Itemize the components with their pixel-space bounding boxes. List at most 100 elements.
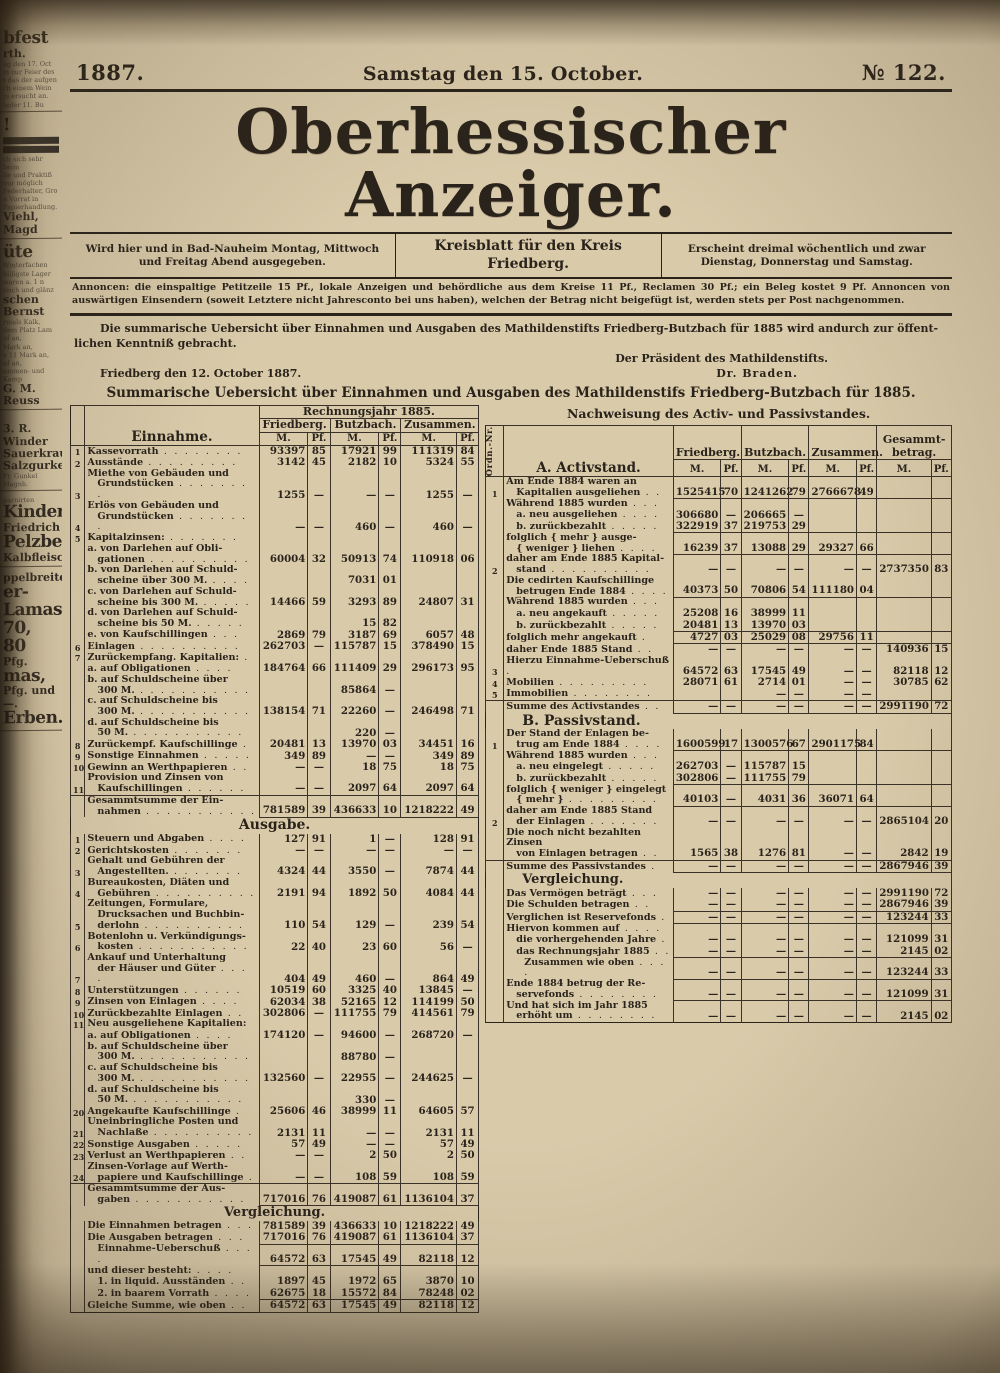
row-label-line: Steuern und Abgaben . . . . [87,833,247,845]
row-number [485,532,505,555]
row-number: 23 [69,1150,86,1162]
cell-pfennig: 39 [930,899,953,912]
cell-pfennig: 79 [378,1007,402,1020]
row-label-line: Verlust an Werthpapieren . . [87,1150,247,1162]
row-number: 11 [69,773,86,796]
cell-mark: — [672,644,722,656]
row-number [485,1000,505,1023]
cell-pfennig: 33 [930,911,953,925]
unit-pfennig: Pf. [788,458,810,478]
cell-mark: 36071 [808,784,857,807]
row-number [485,859,505,873]
cell-mark: 781589 [258,794,309,818]
cell-pfennig: 60 [307,984,331,997]
cell-mark: — [740,859,790,874]
row-number: 7 [69,953,86,986]
row-label-line: folglich { mehr } ausge- [506,531,637,543]
table-row: Die noch nicht bezahlten Zinsen von Einla… [485,827,953,861]
left-compare-title: Vergleichung. [224,1205,326,1221]
row-label-line: a. neu angekauft . . . . . [516,607,660,619]
table-header-row-units: M. Pf. M. Pf. M. Pf. [71,431,480,446]
row-label: Der Stand der Enlagen be-trug am Ende 18… [503,728,674,751]
cell-pfennig: 74 [378,543,402,566]
table-row: die vorhergehenden Jahre . — — — — — —121099 3… [485,933,953,946]
cell-pfennig [455,533,480,544]
cell-mark [672,498,722,510]
notice-signer-name: Dr. Braden. [716,367,798,381]
row-label: Immobilien . . . . . . . . [503,688,674,701]
cell-pfennig: — [307,844,331,857]
total-label: Summe des Activstandes . . [503,700,674,714]
cell-mark: 419087 [329,1231,380,1245]
unit-pfennig: Pf. [378,431,402,446]
row-number: 9 [69,996,86,1009]
row-label-line: Bureaukosten, Diäten und [87,876,230,888]
row-label-line: Nachlaße . . . . . . . . . . [97,1127,254,1139]
row-label-line: Grundstücken . . . . . . . . [97,510,248,533]
cell-pfennig: — [720,911,742,925]
cell-mark [808,619,857,632]
cell-mark: 64605 [400,1105,457,1118]
row-label-line: e. von Kaufschillingen . . . [87,629,240,641]
cell-mark: 460 [400,500,457,534]
table-row: 21 Uneinbringliche Posten und Nachlaße . .… [69,1117,480,1139]
row-label: Zinsen-Vorlage auf Werth-papiere und Kau… [84,1161,260,1184]
cell-pfennig: 83 [930,554,953,576]
table-row: 20 Angekaufte Kaufschillinge . 25606 46 389… [69,1105,480,1118]
newspaper-title: Oberhessischer Anzeiger. [235,95,787,232]
ad-fragment: , 3. R. Winder Sauerkraut, Salzgurken Fr. Gu… [0,412,62,492]
table-row: Hiervon kommen auf . . . . [485,923,953,935]
table-row: 4 Erlös von Gebäuden und Grundstücken . . … [69,500,480,534]
cell-pfennig: 10 [378,456,402,469]
cell-mark: 64572 [672,655,722,678]
cell-mark: 2865104 [876,806,932,828]
cell-mark: 2 [329,1149,380,1162]
row-label-line: trug am Ende 1884 . . . . [516,738,662,750]
cell-pfennig: 39 [307,1220,331,1233]
row-label-line: der Einlagen . . . . . . . [516,815,659,827]
cell-pfennig [307,608,331,630]
masthead-right-note: Erscheint dreimal wöchentlich und zwar D… [687,242,926,268]
cell-mark: — [258,844,309,857]
cell-pfennig: — [307,1007,331,1020]
cell-mark: 110 [258,899,309,932]
unit-mark: M. [258,431,309,446]
ad-fragment-text: 70, 80 [3,617,32,656]
cell-pfennig [930,631,953,645]
cell-mark: 14466 [258,586,309,609]
cell-mark [258,674,309,697]
unit-pfennig: Pf. [855,458,878,478]
unit-mark: M. [672,458,722,478]
cell-pfennig: 37 [455,1183,480,1207]
row-number [485,509,505,522]
cell-pfennig: 85 [307,445,331,458]
notice-line-2: lichen Kenntniß gebracht. [74,336,237,350]
cell-pfennig: — [455,984,480,997]
cell-mark: 7874 [400,856,457,878]
cell-pfennig: 49 [307,953,331,986]
cell-pfennig: 72 [930,887,953,900]
cell-pfennig: 49 [455,1138,480,1151]
row-label-line: Provision und Zinsen von [87,772,224,784]
row-number: 4 [485,677,505,689]
cell-mark: 23 [329,931,380,953]
table-row: 2 Gerichtskosten . . . . . . . — — — — — — [69,844,480,857]
ad-fragment-text: Erben. [3,707,62,728]
cell-mark [876,532,932,555]
row-label-line: derlohn . . . . . . . . . . [97,919,245,931]
cell-pfennig: 11 [855,631,878,645]
cell-pfennig: 03 [788,619,810,632]
cell-pfennig: 57 [455,1105,480,1118]
cell-pfennig: 89 [307,750,331,763]
cell-mark: 1565 [672,827,722,861]
row-label-line: Gesammtsumme der Ein- [87,794,224,806]
row-number: 3 [69,856,86,878]
cell-pfennig: 81 [788,827,810,861]
cell-mark: 22260 [329,696,380,718]
row-label-line: Zinsen von Einlagen . . . . [87,996,239,1008]
cell-mark [400,565,457,587]
cell-pfennig: 06 [455,543,480,566]
cell-pfennig: 01 [788,676,810,689]
cell-pfennig: 44 [455,877,480,900]
column-header-zusammen: Zusammen. [808,425,883,460]
